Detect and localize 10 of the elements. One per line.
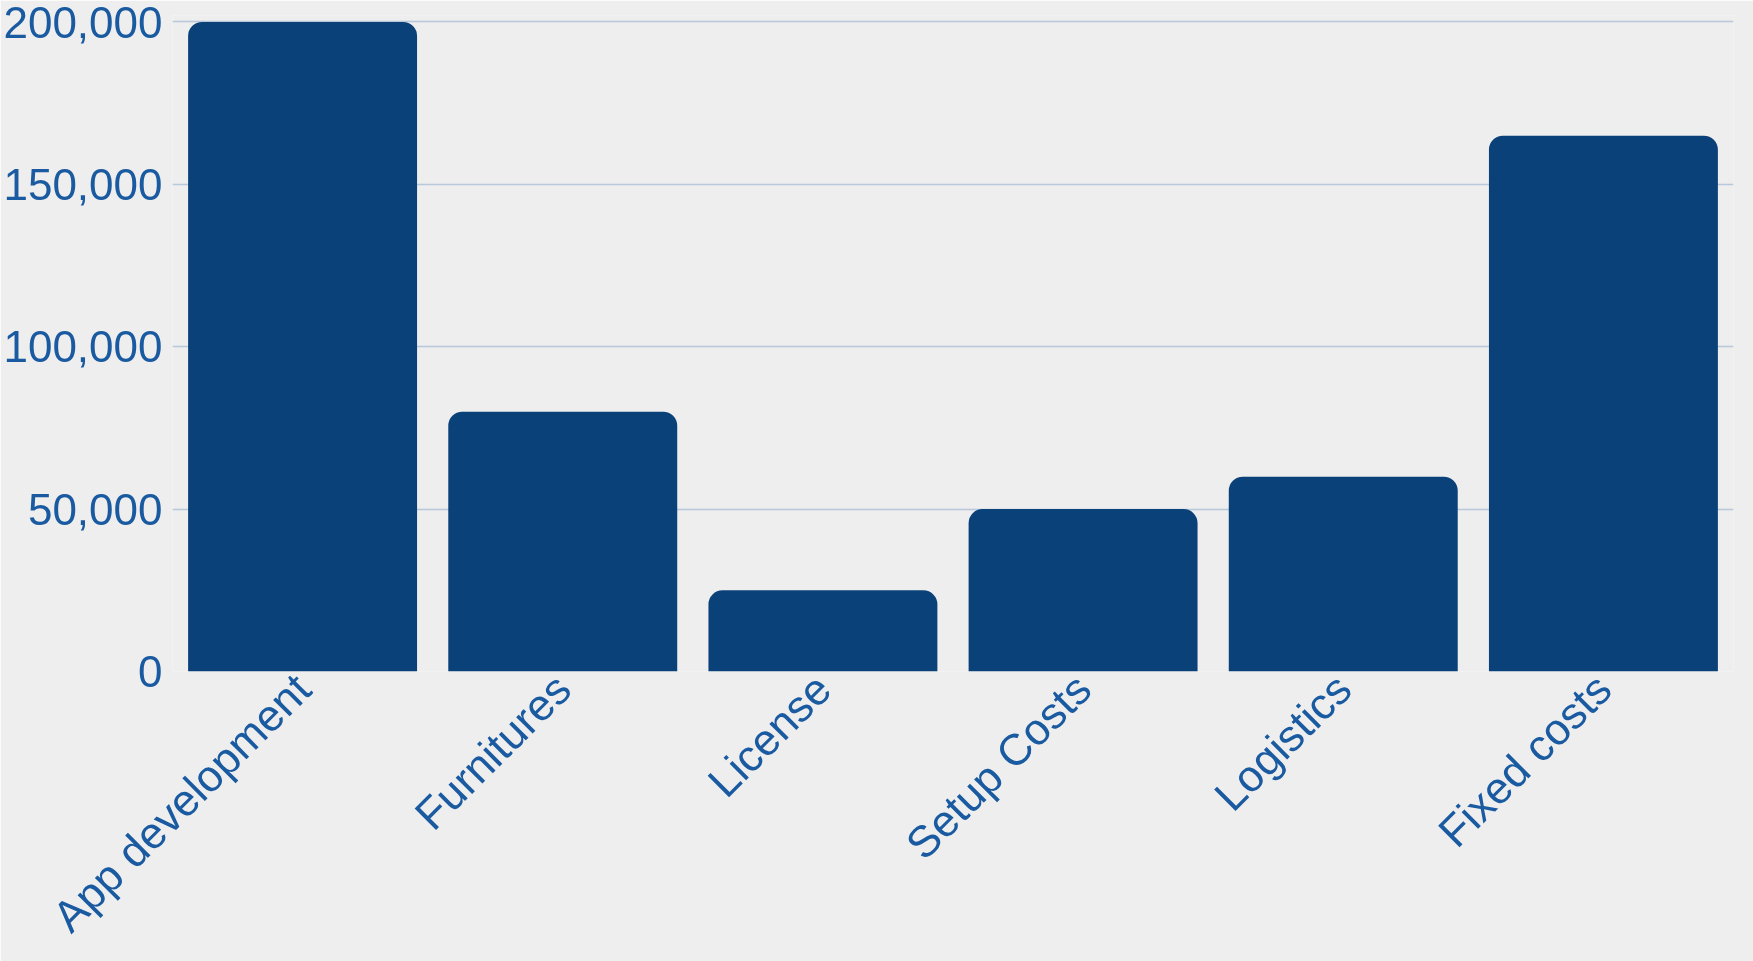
bar [708, 590, 938, 672]
bar [188, 22, 418, 672]
bar [1488, 135, 1718, 672]
y-tick-label: 150,000 [3, 159, 163, 209]
bar [968, 509, 1198, 672]
y-tick-label: 200,000 [3, 0, 163, 47]
bar [1228, 476, 1458, 672]
y-tick-label: 50,000 [27, 484, 163, 534]
y-tick-label: 100,000 [3, 322, 163, 372]
bar [448, 411, 678, 672]
